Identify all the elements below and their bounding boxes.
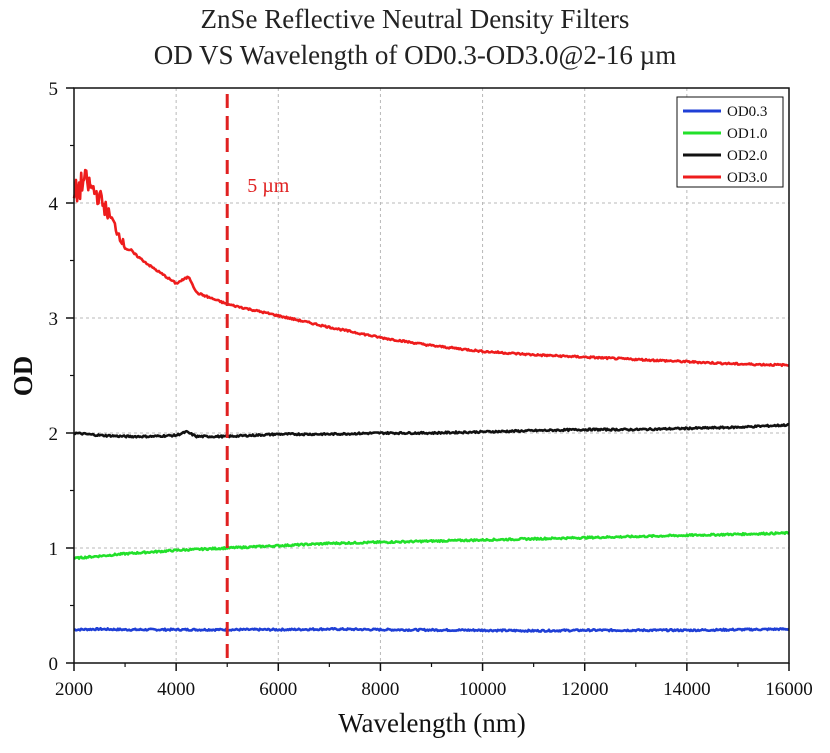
- y-tick-label: 4: [49, 194, 59, 215]
- x-tick-label: 2000: [55, 679, 93, 700]
- y-tick-label: 0: [49, 654, 59, 675]
- legend-label: OD1.0: [727, 126, 767, 142]
- x-tick-label: 12000: [561, 679, 609, 700]
- x-axis-label: Wavelength (nm): [338, 708, 526, 738]
- x-tick-label: 14000: [663, 679, 711, 700]
- y-tick-label: 3: [49, 309, 59, 330]
- grid: [74, 88, 789, 663]
- series-line-od2-0: [73, 422, 790, 439]
- legend-label: OD2.0: [727, 148, 767, 164]
- x-tick-label: 4000: [157, 679, 195, 700]
- chart-title: ZnSe Reflective Neutral Density Filters: [200, 4, 630, 34]
- x-tick-label: 10000: [459, 679, 507, 700]
- y-tick-label: 1: [49, 539, 59, 560]
- y-axis-label: OD: [8, 356, 38, 397]
- x-tick-label: 16000: [765, 679, 813, 700]
- legend-label: OD0.3: [727, 104, 767, 120]
- legend-label: OD3.0: [727, 170, 767, 186]
- axes: 2000 4000 6000 8000 10000 12000 14000 16000 0 1 2 3…: [49, 79, 813, 700]
- chart-subtitle: OD VS Wavelength of OD0.3-OD3.0@2-16 µm: [153, 40, 677, 70]
- y-tick-label: 5: [49, 79, 59, 100]
- series-line-od1-0: [73, 530, 790, 560]
- x-tick-label: 8000: [361, 679, 399, 700]
- y-tick-label: 2: [49, 424, 59, 445]
- legend: OD0.3 OD1.0 OD2.0 OD3.0: [676, 96, 784, 188]
- annotation-label: 5 µm: [247, 175, 290, 197]
- series-lines: [72, 168, 790, 633]
- series-line-od3-0: [72, 168, 790, 368]
- annotation: 5 µm: [225, 94, 290, 663]
- series-line-od0-3: [73, 627, 790, 633]
- x-tick-label: 6000: [259, 679, 297, 700]
